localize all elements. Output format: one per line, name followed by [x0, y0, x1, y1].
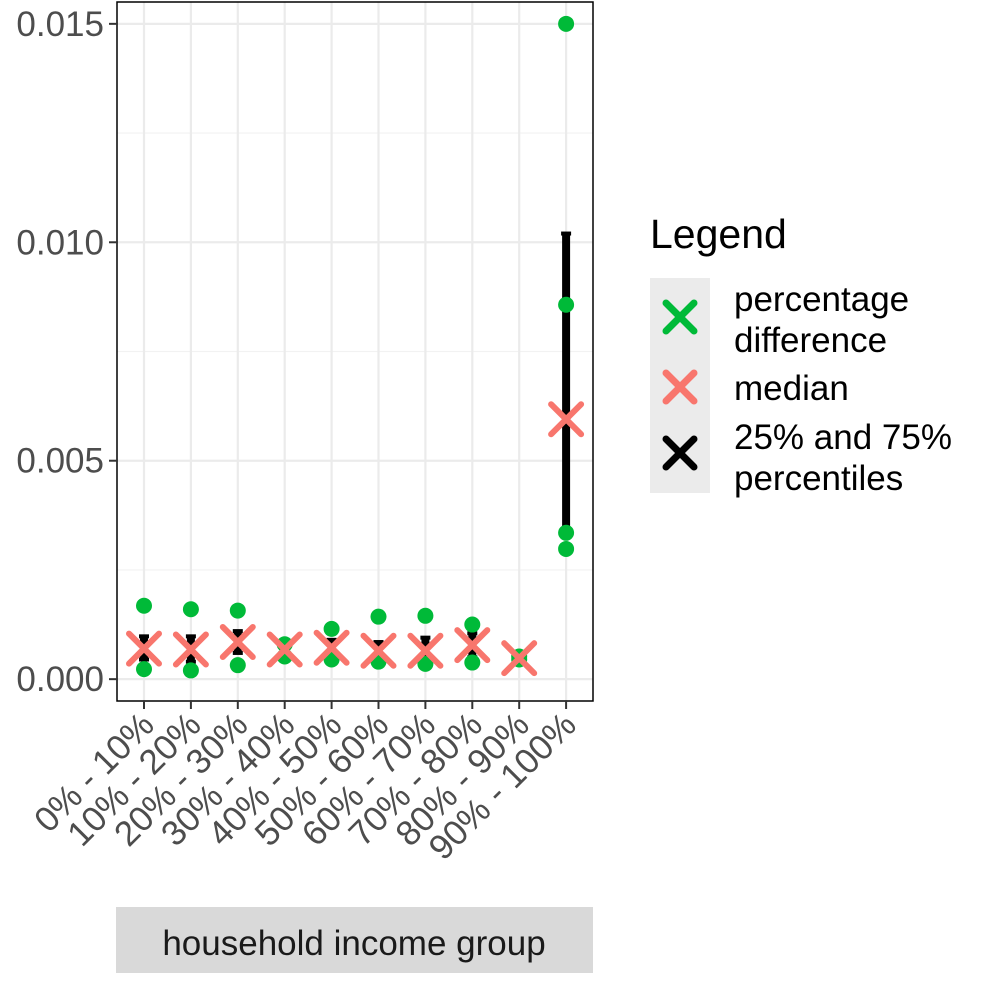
y-axis: 0.000 0.005 0.010 0.015 [16, 5, 117, 699]
percentage-difference-point [136, 597, 152, 614]
median-marker [501, 640, 538, 677]
median-markers [126, 401, 585, 677]
y-tick-label: 0.015 [16, 5, 104, 44]
percentage-difference-point [323, 620, 340, 637]
percentage-difference-point [136, 661, 152, 678]
percentage-difference-point [229, 602, 246, 619]
percentage-difference-point [558, 540, 575, 557]
legend-label: median [734, 369, 849, 408]
median-marker [172, 631, 209, 668]
percentage-difference-point [370, 608, 387, 625]
legend-label: 25% and 75% [734, 418, 952, 457]
median-marker [313, 629, 350, 666]
median-marker [454, 627, 491, 664]
legend-label: percentage [734, 280, 909, 319]
percentage-difference-point [558, 15, 575, 32]
legend-key-1 [662, 299, 698, 335]
y-tick-label: 0.010 [16, 223, 104, 262]
percentage-difference-point [182, 662, 199, 679]
legend-title: Legend [650, 211, 787, 257]
percentage-difference-point [182, 601, 199, 618]
y-tick-label: 0.000 [16, 660, 104, 699]
percentage-difference-point [464, 616, 481, 633]
x-axis-title: household income group [162, 924, 545, 963]
median-marker [266, 631, 303, 668]
legend-key-2 [662, 369, 698, 405]
percentile-ranges [139, 231, 572, 664]
grid [117, 2, 593, 701]
percentage-difference-point [417, 655, 434, 672]
x-axis-title-strip [116, 907, 593, 973]
median-marker [548, 401, 585, 438]
legend-key-3 [662, 435, 698, 471]
plot-panel-border [116, 1, 594, 702]
y-tick-label: 0.005 [16, 442, 104, 481]
percentage-difference-point [417, 607, 434, 624]
legend-label: percentiles [734, 459, 903, 498]
median-marker [360, 632, 397, 669]
percentage-difference-point [229, 657, 246, 674]
median-marker [126, 630, 162, 667]
x-axis: 0% - 10%10% - 20%20% - 30%30% - 40%40% -… [27, 701, 584, 867]
percentage-difference-points [136, 15, 575, 679]
percentage-difference-point [558, 296, 575, 313]
percentage-difference-point [558, 524, 575, 541]
legend-label: difference [734, 321, 887, 360]
median-marker [407, 632, 444, 669]
percentage-difference-point [464, 654, 481, 671]
median-marker [219, 624, 256, 661]
